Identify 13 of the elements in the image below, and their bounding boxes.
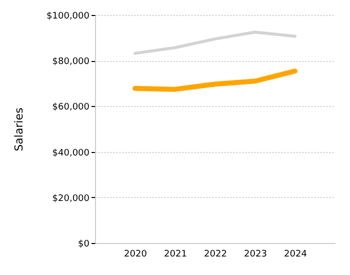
line-series [134,30,296,55]
y-tick-label: $100,000 [46,12,90,22]
y-axis-title: Salaries [12,107,26,152]
y-tick-label: $0 [78,240,90,250]
x-tick-label: 2022 [204,250,227,260]
y-tick-label: $60,000 [52,102,90,113]
y-tick-label: $80,000 [52,57,90,68]
y-tick-label: $20,000 [52,194,90,204]
x-tick-label: 2021 [164,250,187,260]
x-tick-label: 2023 [244,250,267,260]
y-tick-label: $40,000 [52,148,90,158]
x-tick-label: 2024 [284,250,308,260]
x-tick-label: 2020 [124,250,148,260]
